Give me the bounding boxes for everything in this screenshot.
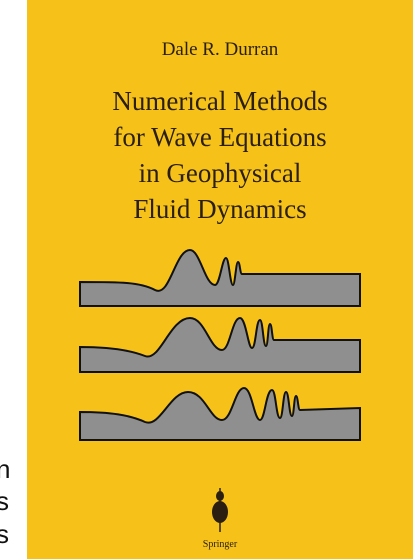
publisher-logo — [212, 488, 228, 532]
title-line: in Geophysical — [139, 158, 302, 188]
title-line: for Wave Equations — [113, 122, 326, 152]
author: Dale R. Durran — [162, 39, 279, 60]
fragment: n — [0, 454, 11, 484]
wave-illustration — [79, 248, 361, 441]
fragment: s — [0, 486, 9, 516]
title-line: Numerical Methods — [112, 86, 327, 116]
title-line: Fluid Dynamics — [133, 194, 306, 224]
fragment: s — [0, 519, 9, 549]
publisher: Springer — [203, 539, 238, 550]
